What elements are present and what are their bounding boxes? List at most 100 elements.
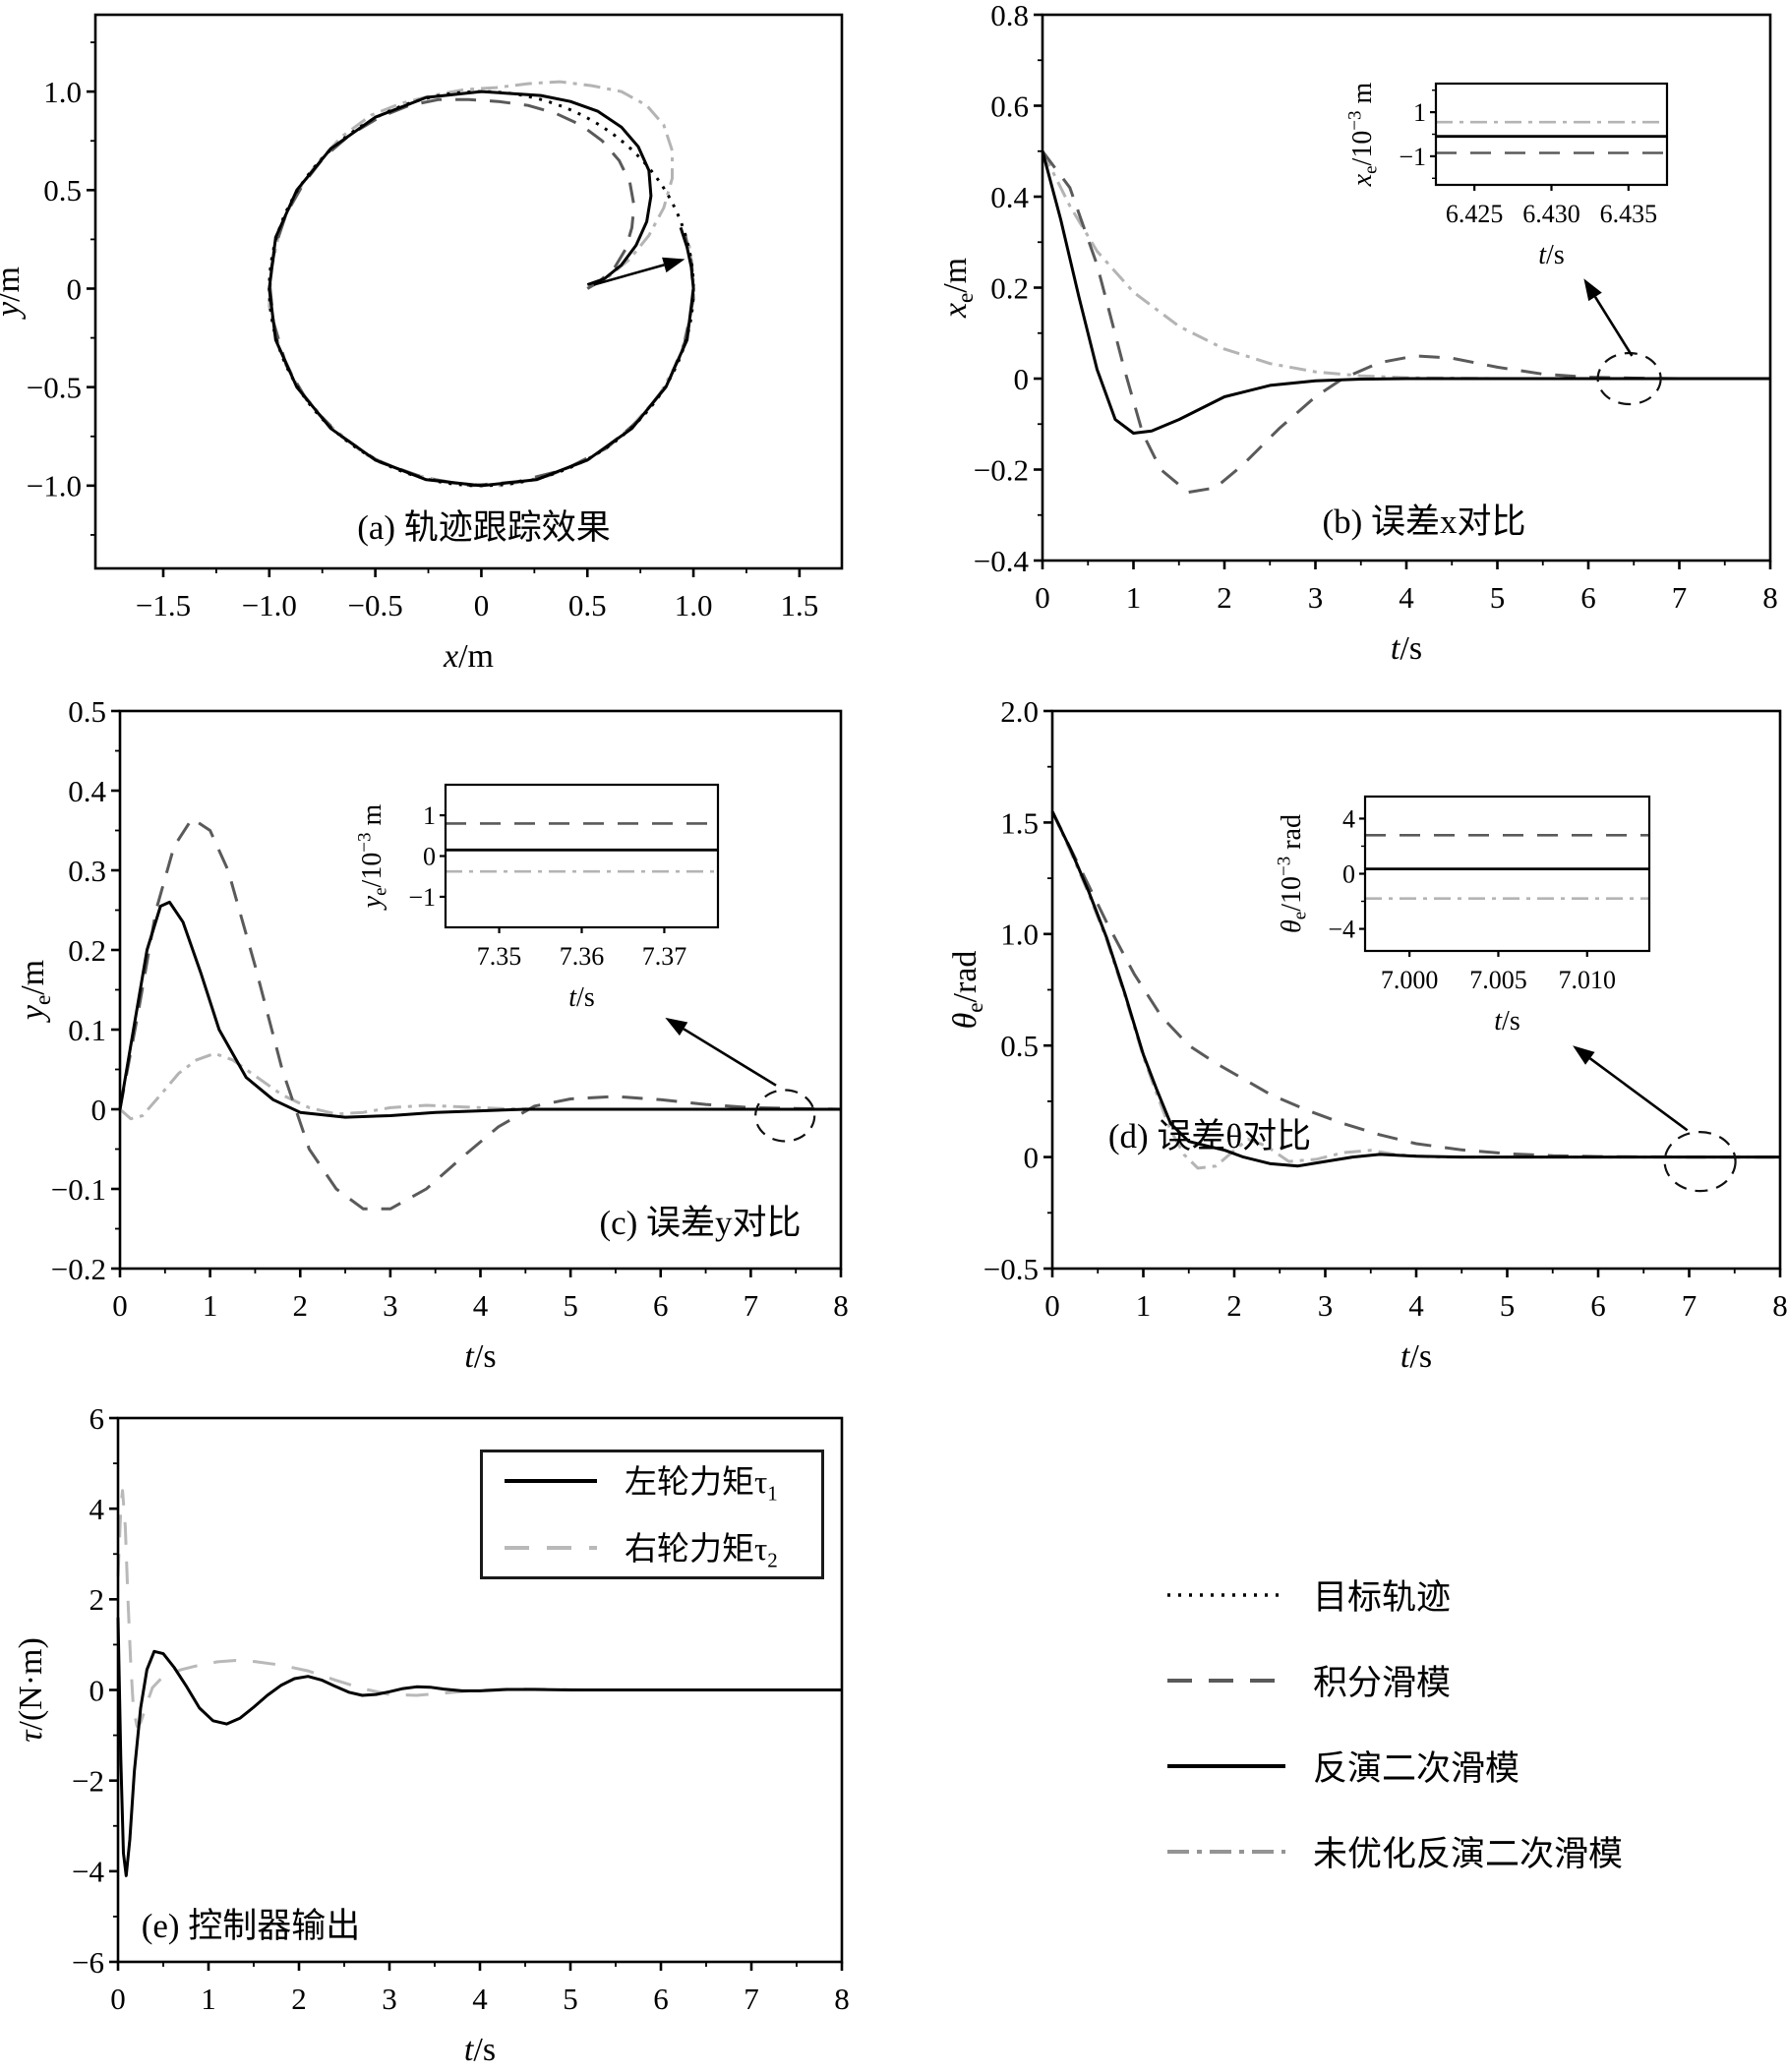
series-line: [1041, 149, 1770, 495]
svg-text:0: 0: [110, 1982, 126, 2016]
series-group: [118, 816, 842, 1211]
figure-legend: 目标轨迹 积分滑模 反演二次滑模 未优化反演二次滑模: [1165, 1569, 1623, 1876]
svg-text:6: 6: [89, 1401, 105, 1436]
series-group: [1041, 149, 1770, 495]
dashed-light-line-swatch: [505, 1545, 597, 1550]
x-axis-label: t/s: [1494, 1006, 1519, 1036]
svg-text:−6: −6: [72, 1945, 104, 1980]
panel-d-error-theta: 0 1 2 3 4 5 6 7 8 t/s 2.0 1.5 1.0 0.5 0 −0.5 θe/rad (d) 误…: [915, 693, 1787, 1387]
svg-text:−0.5: −0.5: [348, 588, 403, 622]
svg-text:7.37: 7.37: [642, 942, 687, 971]
y-axis-label: ye/m: [15, 960, 56, 1023]
svg-text:0.5: 0.5: [568, 588, 607, 622]
legend-item-backstepping-second-order-sm: 反演二次滑模: [1165, 1741, 1623, 1791]
svg-text:7: 7: [744, 1288, 759, 1323]
inset-series-group: [1436, 120, 1667, 154]
svg-text:−1.5: −1.5: [136, 588, 191, 622]
inset-axes-frame: [444, 783, 720, 929]
x-axis-label: t/s: [1538, 240, 1564, 270]
svg-text:0.5: 0.5: [43, 173, 82, 207]
svg-text:−0.2: −0.2: [51, 1252, 106, 1286]
svg-text:0.2: 0.2: [68, 933, 106, 968]
svg-text:0: 0: [1044, 1288, 1060, 1323]
svg-text:1.0: 1.0: [1000, 918, 1039, 952]
svg-text:4: 4: [1399, 580, 1414, 615]
svg-text:0.5: 0.5: [1000, 1029, 1039, 1063]
panel-caption: (e) 控制器输出: [142, 1907, 361, 1945]
dashdot-line-swatch: [1167, 1849, 1285, 1854]
zoom-callout-arrow: [1583, 278, 1634, 357]
legend-item-integral-sliding-mode: 积分滑模: [1165, 1655, 1623, 1705]
zoom-region-circle: [754, 1089, 816, 1143]
chart-e-svg: 0 1 2 3 4 5 6 7 8 t/s 6 4 2 0 −2 −4 −6 τ/(N·m) (e) 控制器输出: [13, 1401, 850, 2068]
svg-text:0: 0: [91, 1093, 107, 1127]
x-axis-label: t/s: [464, 2032, 496, 2068]
svg-text:1: 1: [201, 1982, 216, 2016]
svg-text:0.8: 0.8: [990, 0, 1029, 32]
zoom-callout-arrow: [1573, 1045, 1689, 1132]
zoom-callout-arrow: [593, 257, 685, 286]
svg-text:2: 2: [89, 1582, 105, 1617]
series-line: [1041, 150, 1770, 381]
svg-text:−1: −1: [408, 883, 436, 912]
svg-text:6: 6: [653, 1288, 669, 1323]
series-line: [118, 816, 842, 1211]
svg-text:1: 1: [203, 1288, 218, 1323]
svg-text:3: 3: [383, 1288, 398, 1323]
svg-text:−0.5: −0.5: [27, 371, 82, 405]
svg-text:1: 1: [1136, 1288, 1152, 1323]
legend-item-right-wheel-torque: 右轮力矩τ2: [503, 1522, 802, 1573]
x-axis-label: t/s: [1400, 1338, 1432, 1375]
chart-c-svg: 0 1 2 3 4 5 6 7 8 t/s 0.5 0.4 0.3 0.2 0.1 0 −0.1 −0.2 ye/m…: [15, 694, 849, 1375]
x-axis-label: t/s: [464, 1338, 496, 1375]
svg-text:7.000: 7.000: [1381, 966, 1439, 994]
y-axis-label: xe/10−3 m: [1344, 82, 1381, 187]
svg-text:2: 2: [1217, 580, 1232, 615]
panel-caption: (c) 误差y对比: [599, 1204, 801, 1242]
svg-text:0.6: 0.6: [990, 89, 1029, 123]
svg-text:−1.0: −1.0: [242, 588, 297, 622]
svg-text:6: 6: [653, 1982, 669, 2016]
panel-b-error-x: 0 1 2 3 4 5 6 7 8 t/s 0.8 0.6 0.4 0.2 0 −0.2 −0.4 xe/m (b)…: [915, 0, 1787, 688]
legend-label: 未优化反演二次滑模: [1313, 1835, 1624, 1873]
y-axis-label: τ/(N·m): [13, 1637, 49, 1743]
inset-axes-frame: [1363, 795, 1651, 953]
dotted-line-swatch: [1167, 1592, 1285, 1597]
svg-text:1.5: 1.5: [781, 588, 819, 622]
svg-text:4: 4: [472, 1982, 488, 2016]
x-axis: 0 1 2 3 4 5 6 7 8 t/s: [110, 1962, 850, 2068]
svg-text:2: 2: [293, 1288, 309, 1323]
svg-text:1.0: 1.0: [675, 588, 713, 622]
svg-text:0.5: 0.5: [68, 694, 106, 729]
series-line: [1041, 150, 1770, 435]
legend-item-left-wheel-torque: 左轮力矩τ1: [503, 1455, 802, 1507]
dashed-line-swatch: [1167, 1678, 1285, 1683]
axes-frame: [93, 13, 844, 570]
svg-text:7.005: 7.005: [1469, 966, 1527, 994]
svg-text:3: 3: [1318, 1288, 1334, 1323]
zoom-callout-arrow: [665, 1017, 777, 1087]
legend-label: 目标轨迹: [1313, 1578, 1452, 1617]
solid-line-swatch: [1167, 1763, 1285, 1768]
svg-text:2: 2: [1226, 1288, 1242, 1323]
y-axis-label: y/m: [0, 266, 27, 320]
legend-item-unoptimized-backstepping-sm: 未优化反演二次滑模: [1165, 1826, 1623, 1876]
panel-a-trajectory-tracking: −1.5 −1.0 −0.5 0 0.5 1.0 1.5 x/m 1.0 0.5 0 −0.5 −1.0…: [0, 0, 900, 688]
svg-text:0: 0: [423, 843, 436, 871]
svg-text:0: 0: [1342, 860, 1355, 889]
svg-text:0: 0: [89, 1673, 105, 1707]
legend-label: 左轮力矩τ1: [625, 1465, 778, 1506]
panel-caption: (a) 轨迹跟踪效果: [357, 508, 611, 547]
axes-frame: [1041, 13, 1772, 562]
svg-text:7: 7: [1672, 580, 1688, 615]
solid-line-swatch: [505, 1479, 597, 1484]
svg-text:7.36: 7.36: [560, 942, 605, 971]
series-line: [116, 1617, 842, 1877]
series-group: [268, 80, 695, 488]
svg-text:1: 1: [1413, 98, 1426, 127]
svg-text:1: 1: [1126, 580, 1142, 615]
legend-label: 右轮力矩τ2: [625, 1532, 778, 1572]
svg-text:5: 5: [563, 1982, 578, 2016]
svg-text:4: 4: [89, 1492, 105, 1526]
